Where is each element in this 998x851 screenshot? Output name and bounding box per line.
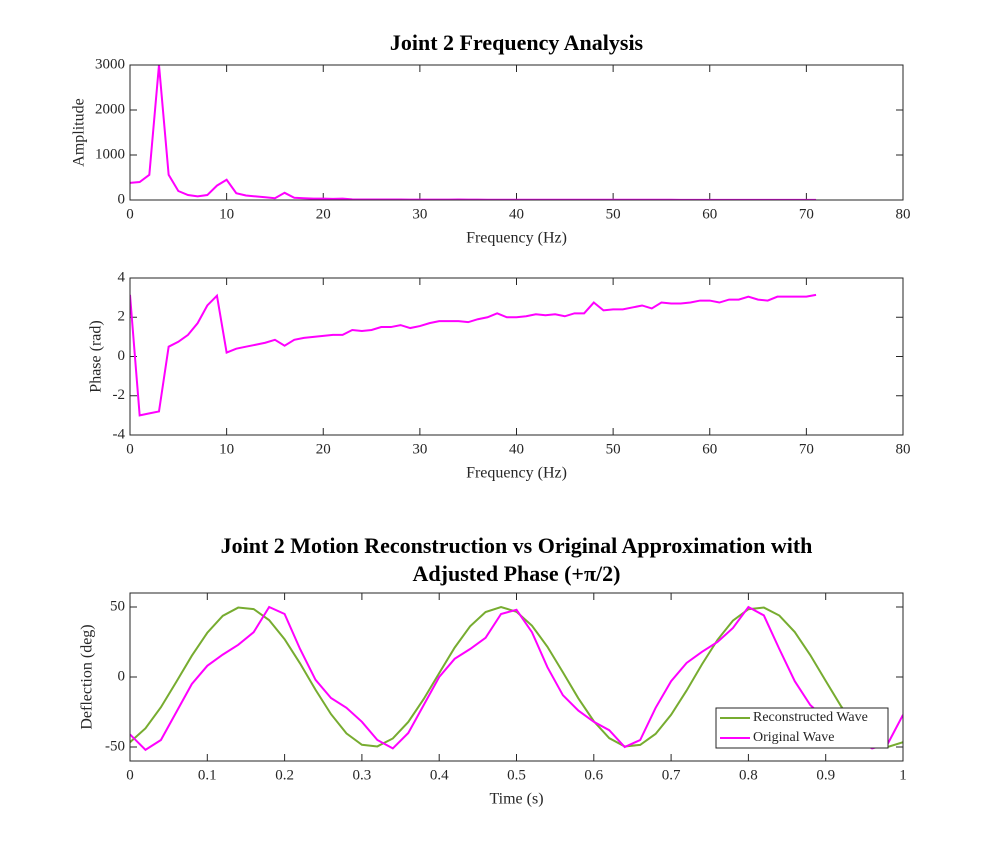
x-tick-label: 0 [126, 441, 134, 457]
x-tick-label: 0.6 [584, 767, 603, 783]
y-tick-label: 1000 [95, 146, 125, 162]
legend-label: Reconstructed Wave [753, 710, 868, 725]
x-tick-label: 30 [412, 441, 427, 457]
chart-title: Joint 2 Motion Reconstruction vs Origina… [221, 533, 813, 558]
x-tick-label: 0.7 [662, 767, 681, 783]
x-tick-label: 40 [509, 206, 524, 222]
axes-box [129, 64, 904, 201]
x-axis-label: Frequency (Hz) [466, 230, 567, 247]
x-tick-label: 60 [702, 206, 717, 222]
axes-box [129, 592, 904, 762]
y-tick-label: 2000 [95, 101, 125, 117]
plot-area [130, 65, 903, 200]
data-line [130, 605, 903, 752]
x-tick-label: 1 [899, 767, 907, 783]
x-tick-label: 0 [126, 767, 134, 783]
y-tick-label: 4 [118, 269, 126, 285]
y-tick-label: -50 [105, 738, 125, 754]
y-tick-label: 50 [110, 598, 125, 614]
data-line [130, 605, 903, 749]
x-tick-label: 50 [606, 206, 621, 222]
y-axis-label: Amplitude [71, 98, 88, 166]
legend-box [715, 707, 889, 749]
y-tick-label: -4 [113, 426, 126, 442]
x-tick-label: 40 [509, 441, 524, 457]
x-tick-label: 20 [316, 441, 331, 457]
x-tick-label: 10 [219, 206, 234, 222]
chart-title: Adjusted Phase (+π/2) [413, 561, 621, 586]
x-tick-label: 80 [896, 441, 911, 457]
x-tick-label: 30 [412, 206, 427, 222]
y-tick-label: 0 [118, 191, 126, 207]
x-tick-label: 60 [702, 441, 717, 457]
y-tick-label: -2 [113, 387, 126, 403]
x-tick-label: 10 [219, 441, 234, 457]
x-tick-label: 0.9 [816, 767, 835, 783]
x-tick-label: 0.5 [507, 767, 526, 783]
data-line [130, 293, 817, 417]
y-axis-label: Deflection (deg) [79, 624, 96, 729]
y-tick-label: 0 [118, 348, 126, 364]
x-tick-label: 0.1 [198, 767, 217, 783]
x-axis-label: Time (s) [489, 791, 543, 808]
x-tick-label: 0.4 [430, 767, 449, 783]
x-tick-label: 70 [799, 206, 814, 222]
x-tick-label: 20 [316, 206, 331, 222]
x-tick-label: 0.8 [739, 767, 758, 783]
x-tick-label: 0.3 [353, 767, 372, 783]
y-tick-label: 0 [118, 668, 126, 684]
y-tick-label: 3000 [95, 56, 125, 72]
plot-area [130, 278, 903, 435]
y-tick-label: 2 [118, 309, 126, 325]
chart-title: Joint 2 Frequency Analysis [390, 30, 644, 55]
x-axis-label: Frequency (Hz) [466, 465, 567, 482]
x-tick-label: 80 [896, 206, 911, 222]
y-axis-label: Phase (rad) [88, 320, 105, 392]
axes-box [129, 277, 904, 436]
x-tick-label: 0.2 [275, 767, 294, 783]
legend-label: Original Wave [753, 730, 834, 745]
x-tick-label: 70 [799, 441, 814, 457]
x-tick-label: 0 [126, 206, 134, 222]
x-tick-label: 50 [606, 441, 621, 457]
